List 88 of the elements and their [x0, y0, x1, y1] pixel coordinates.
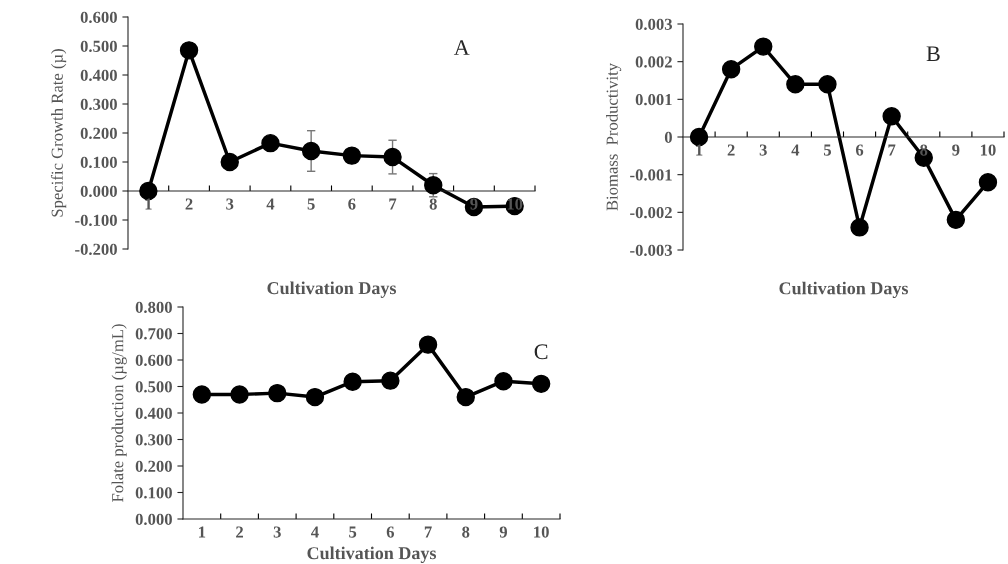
point	[343, 372, 362, 391]
point	[818, 75, 837, 94]
point	[179, 41, 199, 60]
x-tick-label: 9	[499, 526, 508, 538]
annotation: B	[926, 46, 940, 62]
point	[721, 59, 741, 79]
x-tick-label: 4	[266, 198, 275, 210]
y-tick-label: -0.200	[75, 243, 117, 256]
point	[342, 146, 362, 165]
y-tick-label: 0.400	[135, 407, 172, 420]
y-tick-label: 0.600	[80, 11, 117, 24]
annotation: A	[453, 40, 470, 55]
x-tick-label: 3	[273, 526, 281, 538]
x-tick-label: 7	[389, 198, 397, 210]
y-tick-label: -0.001	[630, 169, 672, 181]
y-tick-label: 0.600	[135, 354, 172, 367]
x-tick-label: 10	[980, 144, 996, 156]
x-tick-label: 7	[888, 144, 896, 156]
y-tick-label: 0.100	[135, 487, 172, 499]
point	[850, 218, 869, 237]
x-tick-label: 8	[462, 526, 470, 538]
point	[230, 385, 249, 404]
x-tick-label: 7	[424, 526, 432, 538]
y-tick-label: 0.003	[635, 18, 673, 31]
point	[305, 387, 325, 407]
x-tick-label: 9	[470, 198, 478, 210]
x-tick-label: 5	[307, 198, 315, 210]
y-tick-label: 0.001	[635, 94, 672, 106]
x-tick-label: 2	[727, 144, 735, 156]
point	[418, 335, 438, 354]
y-tick-label: -0.002	[630, 207, 672, 219]
y-tick-label: 0.500	[80, 40, 117, 53]
x-tick-label: 6	[348, 198, 356, 210]
y-tick-label: 0.002	[635, 56, 672, 68]
point	[301, 141, 321, 161]
x-axis-title: Cultivation Days	[307, 546, 437, 563]
x-tick-label: 3	[226, 198, 234, 210]
x-tick-label: 6	[855, 144, 864, 156]
x-tick-label: 5	[349, 526, 357, 538]
x-tick-label: 1	[199, 526, 206, 538]
annotation: C	[534, 344, 548, 360]
x-axis-title: Cultivation Days	[267, 281, 397, 298]
y-tick-label: 0.000	[135, 513, 172, 526]
point	[978, 172, 998, 192]
y-tick-label: 0.100	[80, 156, 117, 169]
x-tick-label: 2	[185, 198, 193, 210]
x-tick-label: 2	[236, 526, 243, 538]
point	[383, 147, 402, 167]
x-tick-label: 8	[429, 198, 437, 210]
x-tick-label: 3	[759, 144, 767, 156]
x-tick-label: 4	[791, 144, 800, 156]
x-tick-label: 4	[311, 526, 319, 538]
x-tick-label: 10	[534, 526, 549, 538]
point	[754, 37, 773, 56]
x-tick-label: 1	[696, 144, 703, 156]
y-tick-label: 0	[664, 131, 672, 143]
y-tick-label: 0.000	[80, 185, 117, 198]
y-axis-title: Specific Growth Rate (µ)	[50, 49, 67, 217]
y-tick-label: 0.400	[80, 69, 117, 82]
x-tick-label: 6	[386, 526, 395, 538]
x-tick-label: 10	[507, 198, 523, 210]
y-tick-label: -0.100	[75, 214, 117, 227]
point	[220, 152, 239, 172]
point	[424, 175, 443, 195]
y-tick-label: 0.300	[80, 98, 117, 111]
y-tick-label: 0.700	[135, 328, 172, 340]
y-tick-label: 0.200	[80, 127, 117, 140]
x-tick-label: 1	[145, 198, 152, 210]
point	[192, 385, 212, 404]
y-axis-title: Biomass Productivity	[606, 62, 622, 211]
point	[786, 75, 805, 94]
point	[381, 371, 400, 390]
point	[946, 210, 966, 230]
x-axis-title: Cultivation Days	[779, 281, 909, 299]
y-tick-label: 0.500	[135, 381, 172, 393]
x-tick-label: 5	[823, 144, 832, 156]
y-tick-label: 0.300	[135, 434, 172, 446]
y-axis-title: Folate production (µg/mL)	[111, 324, 127, 503]
point	[494, 371, 513, 391]
point	[882, 107, 901, 126]
y-tick-label: 0.200	[135, 460, 172, 473]
point	[261, 133, 280, 153]
x-tick-label: 9	[952, 144, 960, 156]
y-tick-label: -0.003	[630, 244, 673, 257]
point	[531, 374, 551, 394]
point	[456, 387, 475, 407]
point	[268, 383, 287, 403]
y-tick-label: 0.800	[135, 301, 172, 314]
